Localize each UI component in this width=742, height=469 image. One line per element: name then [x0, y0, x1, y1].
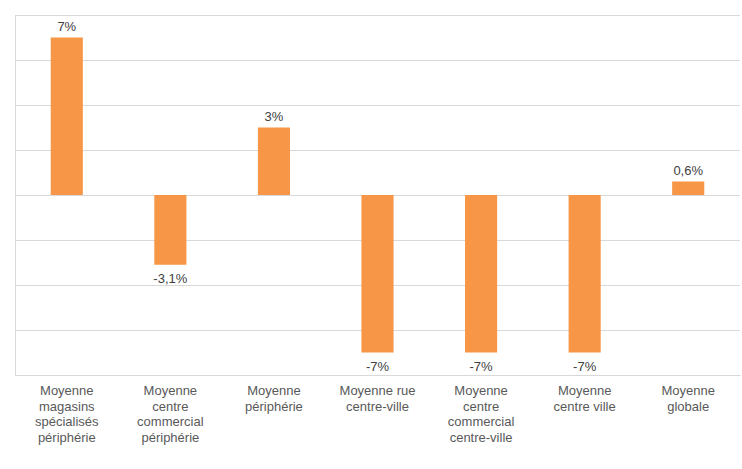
y-tick — [15, 105, 740, 106]
label-line: Moyenne — [454, 383, 507, 398]
x-axis: MoyennemagasinsspécialiséspériphérieMoye… — [16, 375, 741, 445]
label-line: globale — [667, 399, 709, 414]
data-label: 7% — [57, 19, 76, 34]
y-tick — [15, 150, 740, 151]
label-line: commercial — [448, 414, 515, 429]
bar — [672, 182, 704, 196]
y-axis — [15, 16, 740, 376]
x-tick: Moyennemagasinsspécialiséspériphérie — [35, 375, 99, 445]
label-line: Moyenne rue — [340, 383, 416, 398]
y-axis-line — [16, 16, 741, 376]
x-tick: Moyennepériphérie — [245, 375, 303, 414]
grid-line — [15, 60, 740, 61]
data-labels: 7% -3,1% 3% -7% -7% -7% 0,6% — [57, 19, 703, 374]
y-tick — [15, 60, 740, 61]
y-tick — [15, 375, 740, 376]
x-tick-label: Moyennemagasinsspécialiséspériphérie — [35, 383, 99, 445]
grid-line — [15, 375, 740, 376]
x-tick: Moyenne ruecentre-ville — [340, 375, 416, 414]
label-line: périphérie — [141, 430, 199, 445]
x-tick: Moyenneglobale — [661, 375, 714, 414]
x-tick-label: Moyennecentre ville — [554, 383, 616, 414]
label-line: Moyenne — [247, 383, 300, 398]
label-line: centre-ville — [450, 430, 513, 445]
data-label: 3% — [265, 109, 284, 124]
bar — [361, 195, 393, 353]
x-tick-label: Moyennepériphérie — [245, 383, 303, 414]
bars — [51, 38, 705, 353]
bar — [569, 195, 601, 353]
grid-line — [15, 105, 740, 106]
data-label: -7% — [573, 359, 597, 374]
label-line: Moyenne — [661, 383, 714, 398]
y-tick — [15, 15, 740, 16]
bar — [51, 38, 83, 196]
data-label: 0,6% — [673, 163, 703, 178]
label-line: commercial — [137, 414, 204, 429]
label-line: centre ville — [554, 399, 616, 414]
bar — [465, 195, 497, 353]
label-line: Moyenne — [144, 383, 197, 398]
bar — [154, 195, 186, 265]
x-tick-label: Moyenne ruecentre-ville — [340, 383, 416, 414]
x-tick: Moyennecentre ville — [554, 375, 616, 414]
x-axis-line — [16, 375, 741, 376]
grid-line — [15, 15, 740, 16]
label-line: spécialisés — [35, 414, 99, 429]
label-line: centre — [152, 399, 188, 414]
x-tick: Moyennecentrecommercialcentre-ville — [448, 375, 515, 445]
x-tick-label: Moyennecentrecommercialcentre-ville — [448, 383, 515, 445]
grid-line — [15, 150, 740, 151]
x-tick-label: Moyennecentrecommercialpériphérie — [137, 383, 204, 445]
label-line: périphérie — [245, 399, 303, 414]
x-tick: Moyennecentrecommercialpériphérie — [137, 375, 204, 445]
data-label: -3,1% — [153, 271, 187, 286]
label-line: Moyenne — [40, 383, 93, 398]
chart: MoyennemagasinsspécialiséspériphérieMoye… — [0, 0, 742, 469]
data-label: -7% — [470, 359, 494, 374]
label-line: périphérie — [38, 430, 96, 445]
bar — [258, 128, 290, 196]
data-label: -7% — [366, 359, 390, 374]
label-line: magasins — [39, 399, 95, 414]
x-tick-label: Moyenneglobale — [661, 383, 714, 414]
label-line: Moyenne — [558, 383, 611, 398]
plot: MoyennemagasinsspécialiséspériphérieMoye… — [15, 16, 741, 445]
label-line: centre-ville — [346, 399, 409, 414]
label-line: centre — [463, 399, 499, 414]
